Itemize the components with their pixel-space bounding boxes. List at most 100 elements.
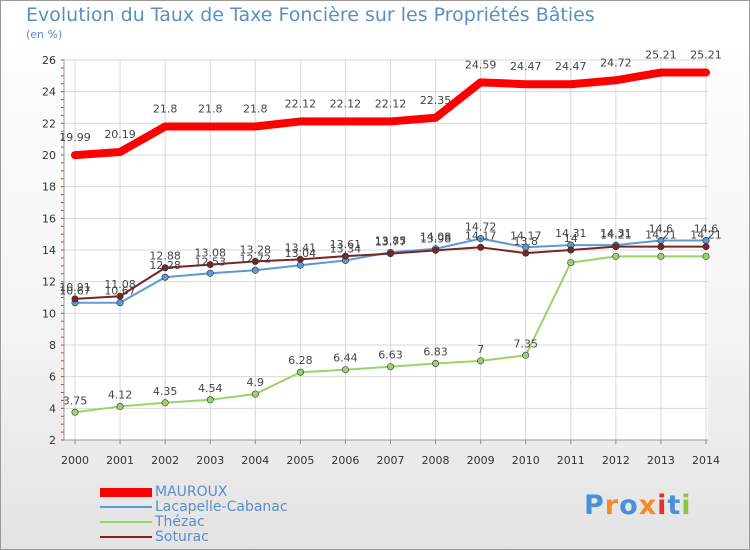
data-point — [567, 246, 575, 254]
data-point — [206, 261, 214, 269]
data-point — [386, 363, 394, 371]
x-tick-label: 2014 — [692, 454, 720, 467]
y-tick-label: 22 — [42, 117, 56, 130]
data-label: 4.35 — [153, 385, 178, 398]
data-point — [477, 235, 485, 243]
data-point — [477, 357, 485, 365]
data-label: 6.44 — [333, 352, 358, 365]
y-tick-label: 10 — [42, 307, 56, 320]
legend-item: Lacapelle-Cabanac — [100, 499, 288, 515]
logo-letter: r — [604, 490, 620, 521]
series-line-0 — [71, 68, 710, 160]
data-label: 14.6 — [649, 223, 674, 236]
legend-label: Thézac — [155, 514, 205, 530]
data-point — [341, 366, 349, 374]
data-label: 10.91 — [59, 281, 91, 294]
data-label: 4.12 — [108, 388, 133, 401]
data-label: 14.08 — [420, 231, 452, 244]
x-tick-label: 2010 — [512, 454, 540, 467]
data-label: 25.21 — [690, 49, 722, 62]
legend-item: Thézac — [100, 514, 205, 530]
data-label: 13.85 — [375, 234, 407, 247]
data-point — [161, 273, 169, 281]
data-point — [657, 243, 665, 251]
data-label: 14.31 — [555, 227, 587, 240]
data-point — [612, 243, 620, 251]
data-label: 14.21 — [600, 229, 632, 242]
data-label: 6.83 — [423, 346, 448, 359]
data-label: 19.99 — [59, 131, 91, 144]
data-label: 21.8 — [198, 103, 223, 116]
legend-swatch — [100, 521, 152, 523]
data-point — [116, 292, 124, 300]
data-point — [71, 295, 79, 303]
data-label: 3.75 — [63, 394, 88, 407]
data-point — [567, 259, 575, 267]
data-point — [702, 252, 710, 260]
logo-letter: t — [667, 490, 682, 521]
data-label: 13.8 — [513, 235, 538, 248]
data-point — [206, 269, 214, 277]
data-label: 10.67 — [104, 285, 136, 298]
data-point — [116, 402, 124, 410]
y-tick-label: 20 — [42, 149, 56, 162]
data-point — [657, 252, 665, 260]
data-label: 12.72 — [240, 252, 272, 265]
x-tick-label: 2005 — [286, 454, 314, 467]
data-label: 7.35 — [513, 337, 538, 350]
data-label: 24.59 — [465, 58, 497, 71]
data-label: 14.21 — [645, 229, 677, 242]
data-point — [251, 266, 259, 274]
data-label: 25.21 — [645, 49, 677, 62]
data-label: 12.53 — [194, 255, 226, 268]
data-label: 20.19 — [104, 128, 136, 141]
data-point — [251, 257, 259, 265]
data-label: 12.88 — [149, 250, 181, 263]
data-label: 13.98 — [420, 232, 452, 245]
logo-letter: i — [657, 490, 668, 521]
data-point — [296, 368, 304, 376]
data-point — [251, 390, 259, 398]
data-label: 22.12 — [330, 97, 362, 110]
data-point — [161, 399, 169, 407]
data-point — [71, 408, 79, 416]
x-tick-label: 2012 — [602, 454, 630, 467]
proxiti-logo: Proxiti — [584, 490, 692, 521]
legend-label: Lacapelle-Cabanac — [155, 499, 288, 515]
y-tick-label: 18 — [42, 181, 56, 194]
y-tick-label: 12 — [42, 276, 56, 289]
data-label: 14.21 — [690, 229, 722, 242]
logo-letter: o — [619, 490, 639, 521]
data-point — [296, 261, 304, 269]
y-tick-label: 26 — [42, 54, 56, 67]
data-label: 7 — [477, 343, 484, 356]
data-point — [296, 255, 304, 263]
data-label: 22.35 — [420, 94, 452, 107]
data-label: 11.08 — [104, 278, 136, 291]
y-tick-label: 16 — [42, 212, 56, 225]
data-label: 22.12 — [375, 97, 407, 110]
y-tick-label: 14 — [42, 244, 56, 257]
data-label: 6.63 — [378, 349, 403, 362]
data-point — [116, 299, 124, 307]
legend-swatch — [100, 487, 152, 497]
data-label: 24.47 — [555, 60, 587, 73]
data-label: 4.54 — [198, 382, 223, 395]
data-point — [386, 250, 394, 258]
data-point — [702, 243, 710, 251]
legend-label: MAUROUX — [155, 484, 228, 500]
x-tick-label: 2000 — [61, 454, 89, 467]
data-point — [522, 351, 530, 359]
y-tick-label: 2 — [49, 434, 56, 447]
y-unit-label: (en %) — [26, 28, 63, 41]
y-tick-label: 8 — [49, 339, 56, 352]
data-label: 21.8 — [153, 103, 178, 116]
data-point — [477, 243, 485, 251]
legend-item: MAUROUX — [100, 484, 228, 500]
data-label: 13.08 — [194, 247, 226, 260]
x-tick-label: 2008 — [422, 454, 450, 467]
x-tick-label: 2001 — [106, 454, 134, 467]
logo-letter: x — [638, 490, 658, 521]
data-point — [341, 252, 349, 260]
y-tick-label: 6 — [49, 371, 56, 384]
